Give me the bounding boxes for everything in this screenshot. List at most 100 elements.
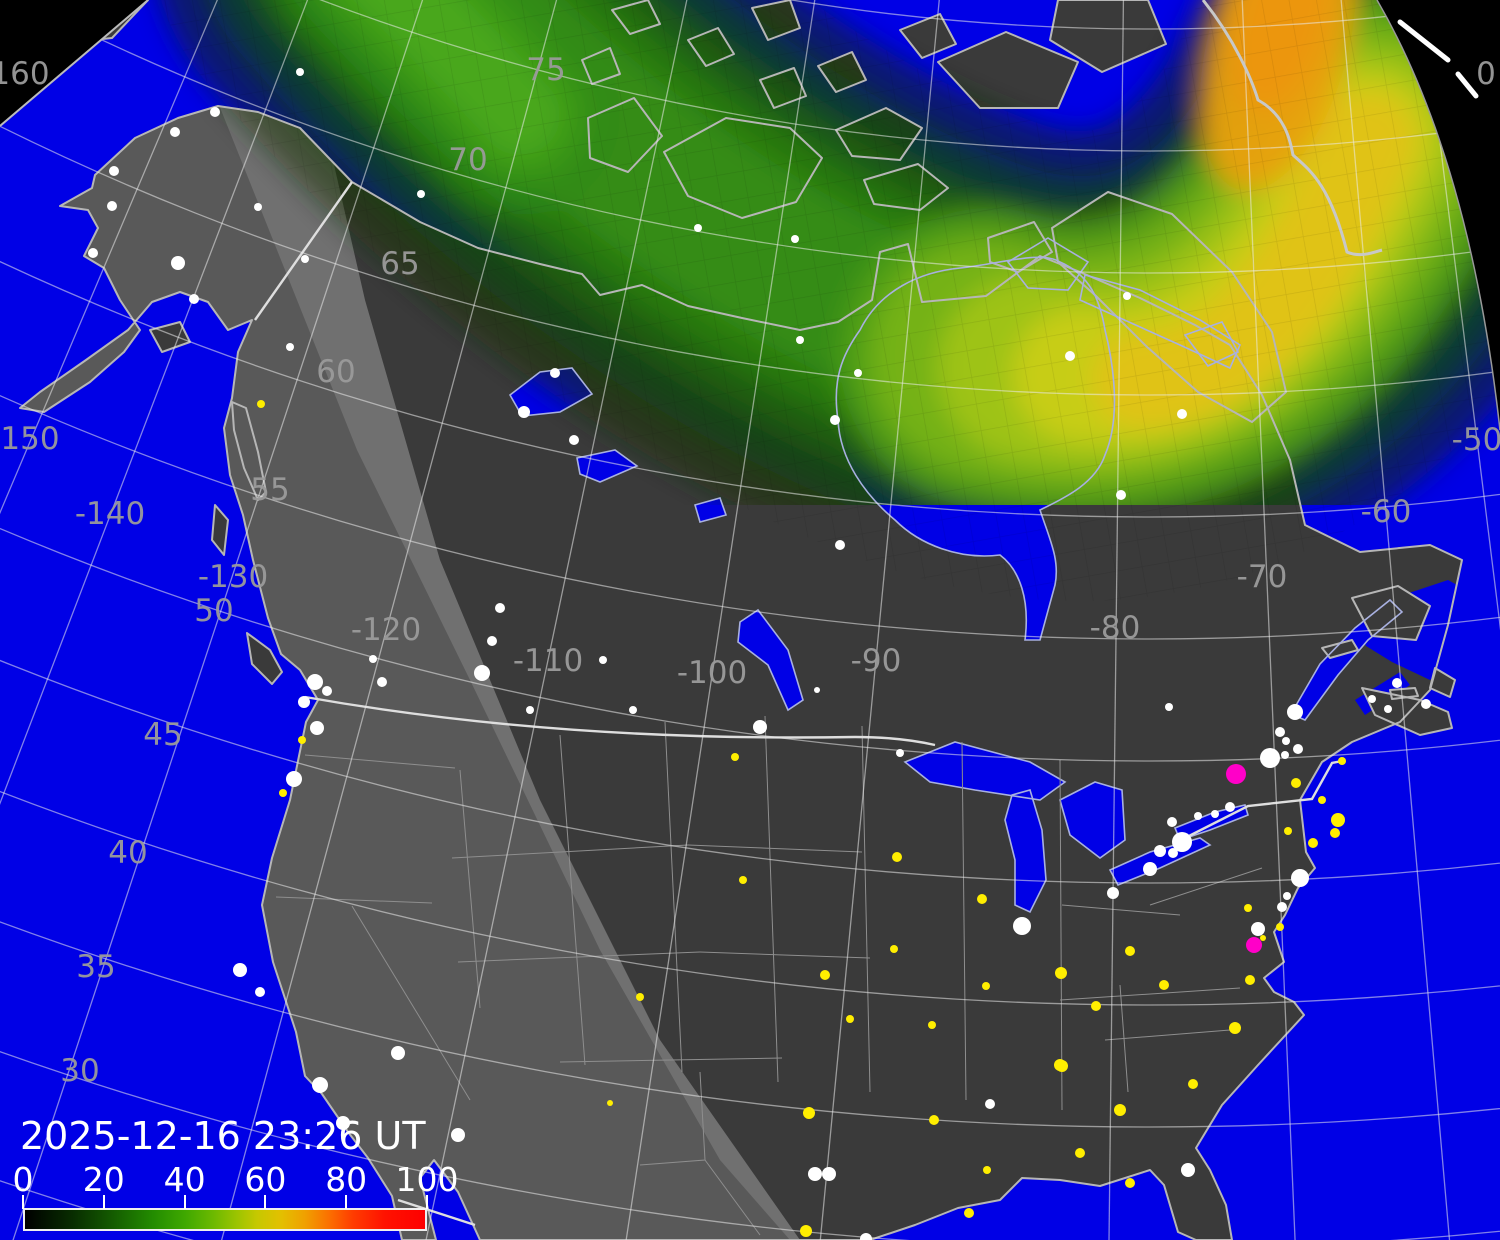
station-dot-yellow (1056, 1060, 1068, 1072)
station-dot-white (1143, 862, 1157, 876)
coastlines (19, 0, 1463, 1240)
station-dot-white (1013, 917, 1031, 935)
station-dot-white (550, 368, 560, 378)
station-dot-white (1225, 802, 1235, 812)
station-dot-yellow (1284, 827, 1292, 835)
station-dot-yellow (607, 1100, 613, 1106)
station-dot-white (298, 696, 310, 708)
station-dot-white (830, 415, 840, 425)
colorbar-tick-label: 80 (325, 1160, 368, 1199)
station-dot-yellow (820, 970, 830, 980)
station-dot-yellow (982, 982, 990, 990)
station-dot-white (1065, 351, 1075, 361)
station-dot-white (417, 190, 425, 198)
station-dot-yellow (257, 400, 265, 408)
lat-label: 50 (194, 593, 233, 629)
station-dot-yellow (731, 753, 739, 761)
station-dot-yellow (1291, 778, 1301, 788)
station-dot-yellow (636, 993, 644, 1001)
station-dot-yellow (739, 876, 747, 884)
station-dot-white (1167, 817, 1177, 827)
station-dot-yellow (1260, 935, 1266, 941)
station-dot-white (189, 294, 199, 304)
station-dot-white (474, 665, 490, 681)
station-dot-white (233, 963, 247, 977)
lon-label: -100 (677, 655, 747, 691)
station-dot-white (1287, 704, 1303, 720)
colorbar-tick-label: 0 (12, 1160, 34, 1199)
station-dot-yellow (1229, 1022, 1241, 1034)
station-dot-white (1421, 699, 1431, 709)
station-dot-white (254, 203, 262, 211)
station-dot-white (1293, 744, 1303, 754)
station-dot-white (1291, 869, 1309, 887)
colorbar-tick (426, 1195, 428, 1209)
colorbar-tick (264, 1195, 267, 1209)
station-dot-white (896, 749, 904, 757)
lat-label: 35 (76, 949, 115, 985)
lake-winnipeg (738, 610, 803, 710)
lat-label: 40 (108, 835, 147, 871)
lon-label: -60 (1361, 494, 1412, 530)
lake-athabasca (695, 498, 726, 522)
station-dot-white (1116, 490, 1126, 500)
station-dot-yellow (892, 852, 902, 862)
station-dot-white (1123, 292, 1131, 300)
greenland-coast (1201, 0, 1383, 257)
state-borders (275, 715, 1263, 1236)
colorbar-tick-label: 60 (244, 1160, 287, 1199)
station-dot-white (451, 1128, 465, 1142)
colorbar-tick (183, 1195, 186, 1209)
station-dot-white (1211, 810, 1219, 818)
station-dot-white (1260, 748, 1280, 768)
lake-superior (905, 742, 1065, 800)
lat-label: 45 (143, 717, 182, 753)
station-dot-yellow (1188, 1079, 1198, 1089)
station-dot-white (1251, 922, 1265, 936)
nova-scotia (1362, 688, 1452, 735)
station-dot-white (369, 655, 377, 663)
station-dot-white (1392, 678, 1402, 688)
station-dot-white (985, 1099, 995, 1109)
station-dot-yellow (928, 1021, 936, 1029)
aurora-pixel-grid (161, 0, 1500, 602)
station-dot-white (377, 677, 387, 687)
lake-outlines (508, 237, 1404, 914)
lon-label: -80 (1090, 610, 1141, 646)
station-dot-white (814, 687, 820, 693)
station-dot-yellow (983, 1166, 991, 1174)
station-dot-white (569, 435, 579, 445)
station-dot-white (310, 721, 324, 735)
station-dot-yellow (1125, 1178, 1135, 1188)
lat-label: 60 (316, 354, 355, 390)
lon-label: -90 (851, 643, 902, 679)
station-dot-white (808, 1167, 822, 1181)
station-dot-white (107, 201, 117, 211)
station-dot-yellow (1338, 757, 1346, 765)
lon-label: -110 (513, 643, 583, 679)
station-dot-white (1194, 812, 1202, 820)
station-dot-yellow (977, 894, 987, 904)
lon-label: -130 (198, 559, 268, 595)
station-dot-yellow (1330, 828, 1340, 838)
station-dot-white (210, 107, 220, 117)
lat-label: 55 (250, 472, 289, 508)
station-dot-yellow (1075, 1148, 1085, 1158)
colorbar-tick-label: 40 (163, 1160, 206, 1199)
station-dot-white (296, 68, 304, 76)
lon-label: 0 (1476, 56, 1496, 92)
station-dot-white (88, 248, 98, 258)
lon-label: 160 (0, 56, 50, 92)
station-dot-white (1181, 1163, 1195, 1177)
globe-limb (0, 0, 1500, 431)
station-dot-yellow (1159, 980, 1169, 990)
station-dot-white (301, 255, 309, 263)
station-dot-white (109, 166, 119, 176)
station-dot-white (286, 771, 302, 787)
station-dot-yellow (1276, 923, 1284, 931)
station-dot-white (1154, 845, 1166, 857)
station-dot-white (854, 369, 862, 377)
station-dot-yellow (846, 1015, 854, 1023)
